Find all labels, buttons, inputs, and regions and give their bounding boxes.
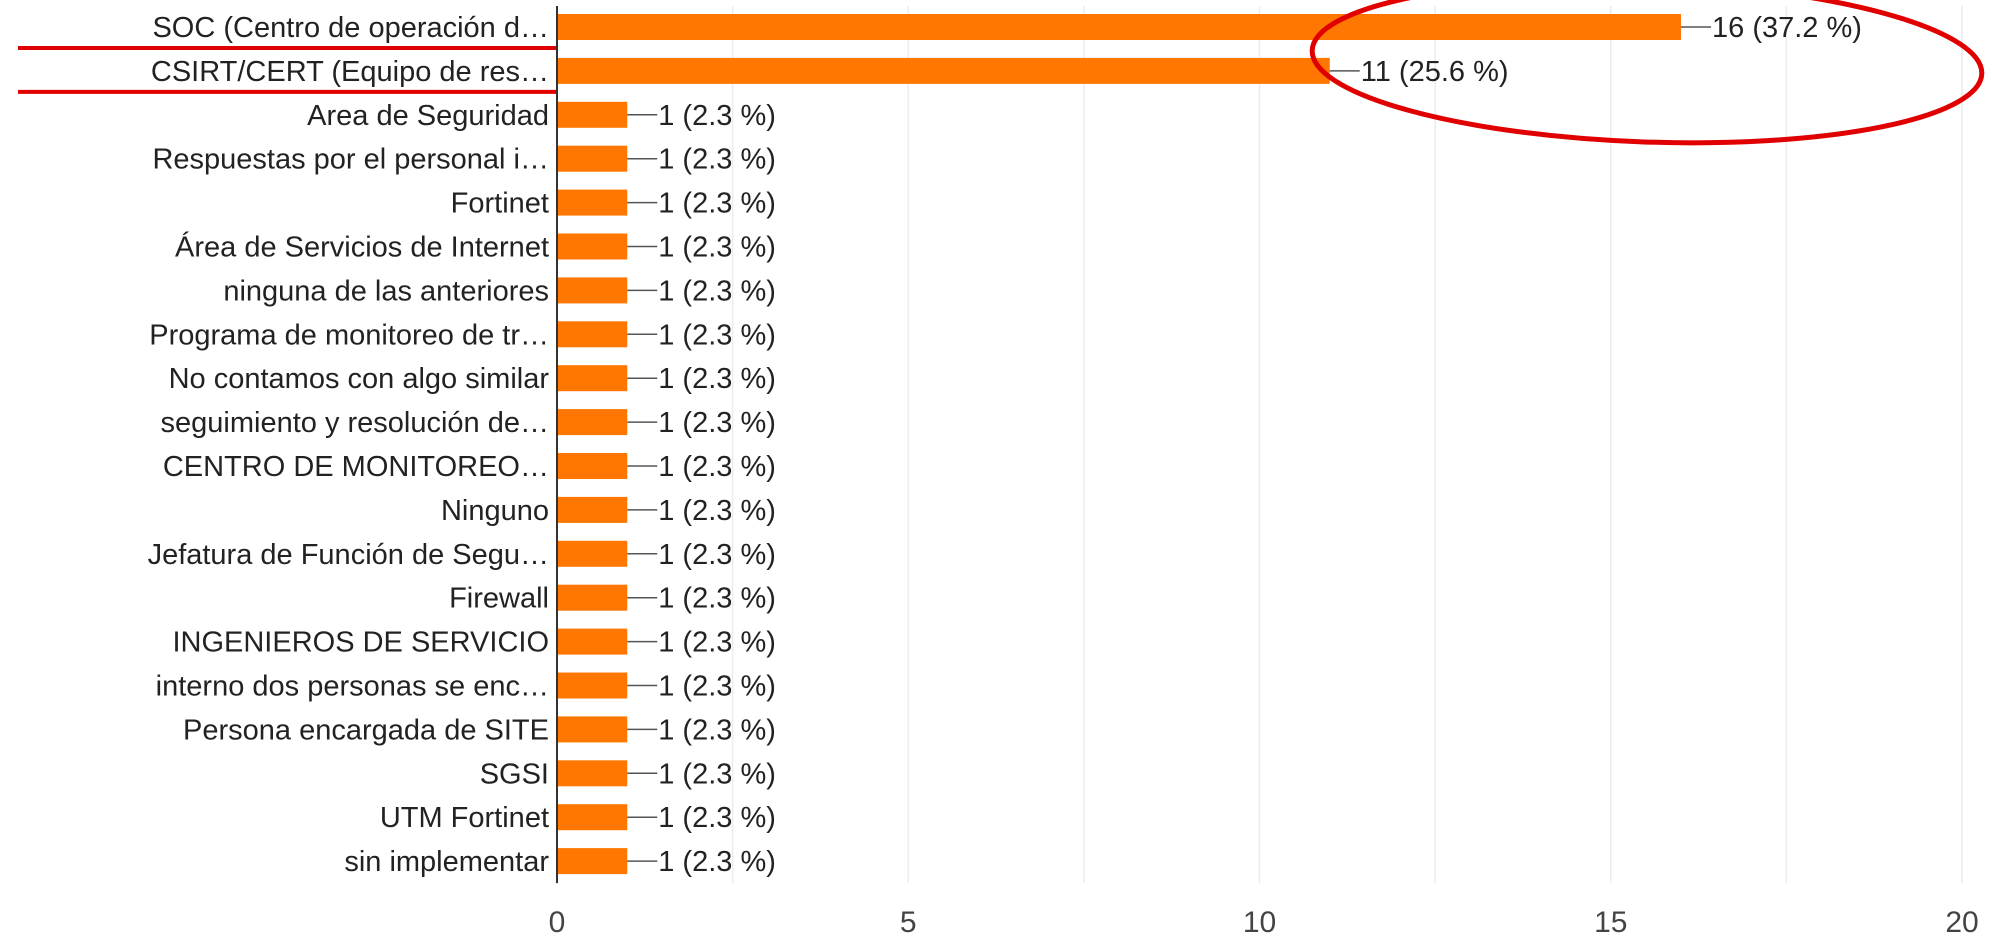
value-label: 1 (2.3 %) (658, 627, 776, 659)
red-circle-annotation (1309, 0, 1985, 146)
value-labels: 16 (37.2 %) 11 (25.6 %) 1 (2.3 %) 1 (2.3 %)… (658, 12, 1862, 878)
value-label: 1 (2.3 %) (658, 758, 776, 790)
bar (558, 14, 1681, 40)
category-label: CENTRO DE MONITOREO… (163, 451, 549, 483)
bar (558, 233, 628, 260)
bar (558, 57, 1330, 84)
category-labels: SOC (Centro de operación d… CSIRT/CERT (E… (148, 12, 550, 878)
category-label: Firewall (449, 583, 549, 615)
category-label: Área de Servicios de Internet (175, 231, 549, 264)
bar (558, 496, 628, 523)
value-label: 1 (2.3 %) (658, 232, 776, 264)
bar (558, 189, 628, 216)
value-label: 1 (2.3 %) (658, 714, 776, 746)
x-tick-label: 15 (1594, 906, 1627, 936)
value-label: 1 (2.3 %) (658, 188, 776, 220)
bar (558, 277, 628, 304)
value-label: 1 (2.3 %) (658, 583, 776, 615)
bar (558, 760, 628, 787)
value-label: 1 (2.3 %) (658, 363, 776, 395)
category-label: No contamos con algo similar (169, 363, 550, 395)
value-label: 1 (2.3 %) (658, 451, 776, 483)
category-label: SGSI (480, 758, 549, 790)
bar (558, 848, 628, 875)
x-tick-label: 10 (1243, 906, 1276, 936)
category-label: Ninguno (441, 495, 549, 527)
category-label: interno dos personas se enc… (156, 671, 549, 703)
gridlines (556, 6, 1963, 884)
category-label: Respuestas por el personal i… (152, 144, 549, 176)
value-label: 16 (37.2 %) (1712, 12, 1862, 44)
x-tick-label: 0 (549, 906, 566, 936)
bar (558, 101, 628, 128)
category-label: sin implementar (344, 846, 549, 878)
value-label: 1 (2.3 %) (658, 275, 776, 307)
category-label: SOC (Centro de operación d… (152, 12, 549, 44)
annotations (18, 0, 1985, 146)
bar (558, 716, 628, 743)
category-label: UTM Fortinet (380, 802, 549, 834)
category-label: Area de Seguridad (307, 100, 549, 132)
x-tick-labels: 0 5 10 15 20 (549, 906, 1979, 939)
category-label: Fortinet (451, 188, 549, 220)
value-label: 1 (2.3 %) (658, 846, 776, 878)
value-label: 1 (2.3 %) (658, 539, 776, 571)
bar (558, 321, 628, 348)
bar (558, 540, 628, 567)
value-label: 1 (2.3 %) (658, 495, 776, 527)
category-label: Persona encargada de SITE (183, 714, 549, 746)
bar (558, 145, 628, 172)
bar (558, 365, 628, 392)
value-label: 1 (2.3 %) (658, 144, 776, 176)
bar (558, 409, 628, 436)
value-label: 1 (2.3 %) (658, 671, 776, 703)
value-label: 1 (2.3 %) (658, 319, 776, 351)
bar (558, 804, 628, 831)
x-tick-label: 20 (1945, 906, 1978, 936)
category-label: INGENIEROS DE SERVICIO (172, 627, 549, 659)
bars (558, 14, 1681, 875)
value-leader-lines (627, 26, 1711, 862)
bar (558, 672, 628, 699)
category-label: ninguna de las anteriores (223, 275, 549, 307)
category-label: Programa de monitoreo de tr… (149, 319, 549, 351)
category-label: Jefatura de Función de Segu… (148, 539, 549, 571)
bar (558, 453, 628, 479)
value-label: 11 (25.6 %) (1361, 56, 1509, 88)
value-label: 1 (2.3 %) (658, 100, 776, 132)
x-tick-label: 5 (900, 906, 917, 936)
value-label: 1 (2.3 %) (658, 802, 776, 834)
category-label: seguimiento y resolución de… (161, 407, 549, 439)
value-label: 1 (2.3 %) (658, 407, 776, 439)
bar (558, 628, 628, 655)
bar (558, 584, 628, 611)
category-label: CSIRT/CERT (Equipo de res… (151, 56, 549, 88)
